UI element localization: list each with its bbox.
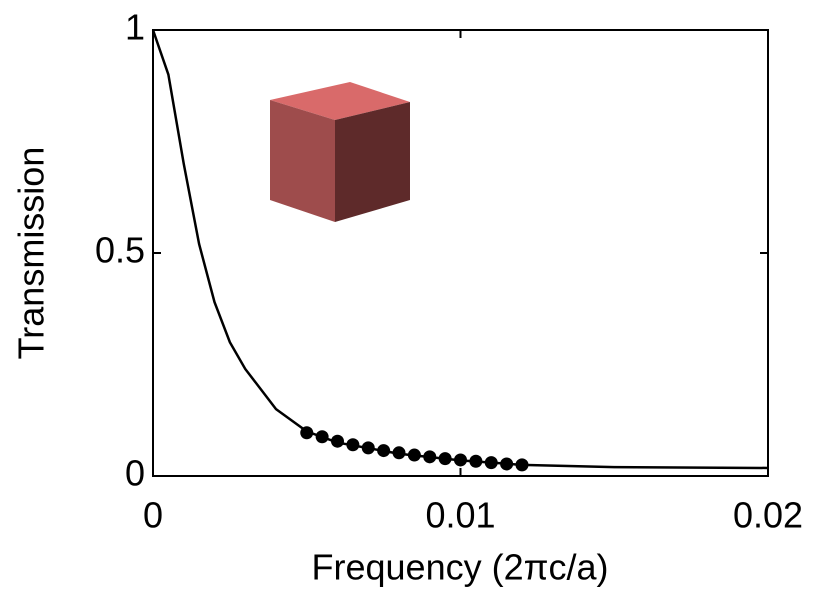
data-point [392,446,406,460]
data-point [331,434,344,448]
data-point [454,453,467,467]
data-point [346,438,360,452]
y-axis-label: Transmission [11,147,52,360]
data-point [300,426,314,440]
data-point [469,454,483,468]
cube-left [270,100,335,222]
data-point [377,444,391,458]
x-tick-label: 0 [143,495,163,536]
y-tick-label: 1 [125,7,145,48]
data-point [407,448,421,462]
x-axis-label: Frequency (2πc/a) [312,547,609,588]
data-point [361,441,375,455]
data-point [315,430,329,444]
plot-frame [152,29,769,477]
data-point [484,456,498,470]
data-point [423,450,437,464]
x-tick-label: 0.02 [733,495,803,536]
cube-right [335,102,410,222]
y-tick-label: 0.5 [95,230,145,271]
y-tick-label: 0 [125,453,145,494]
cube-top [270,82,410,120]
data-point [500,457,514,471]
data-point [438,452,452,466]
cube-icon [270,82,410,222]
data-point [515,458,529,472]
x-tick-label: 0.01 [425,495,495,536]
